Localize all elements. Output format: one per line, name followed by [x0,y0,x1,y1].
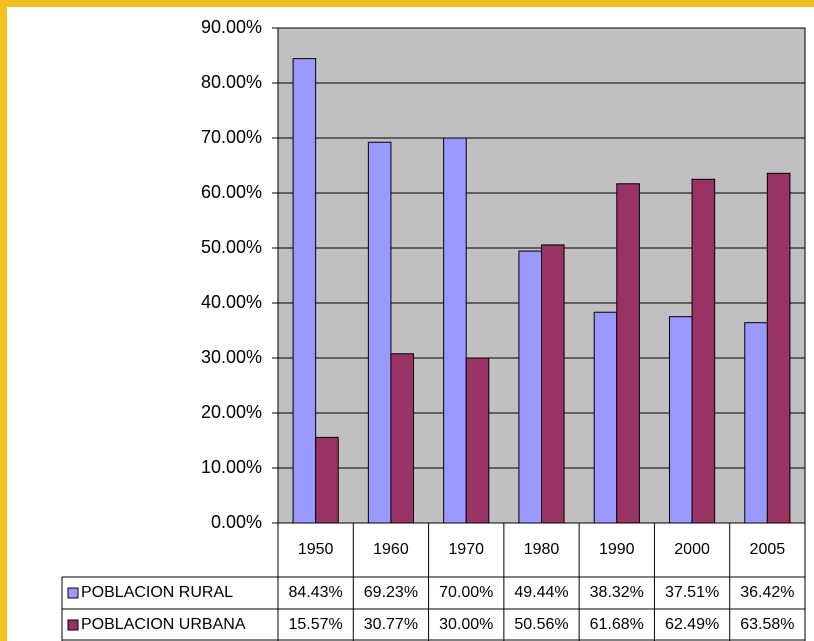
table-value: 37.51% [665,584,719,601]
legend-swatch [67,619,79,631]
y-tick-label: 60.00% [201,182,262,202]
bar [593,311,618,524]
table-value: 61.68% [590,616,644,633]
bar [465,357,490,524]
x-tick-label: 1980 [524,541,560,558]
y-tick-label: 10.00% [201,457,262,477]
table-value: 30.00% [439,616,493,633]
table-value: 62.49% [665,616,719,633]
y-tick-label: 50.00% [201,237,262,257]
bar [691,178,716,524]
bar [668,316,693,524]
table-value: 15.57% [289,616,343,633]
table-value: 36.42% [740,584,794,601]
x-tick-label: 1960 [373,541,409,558]
bar [541,244,565,524]
x-tick-label: 1990 [599,541,635,558]
frame-left [0,0,7,641]
y-tick-label: 90.00% [201,17,262,37]
y-tick-label: 30.00% [201,347,262,367]
bar [367,141,392,524]
table-value: 30.77% [364,616,418,633]
y-tick-label: 40.00% [201,292,262,312]
x-tick-label: 1970 [448,541,484,558]
frame-top [0,0,814,7]
table-value: 50.56% [514,616,568,633]
bar [766,172,791,524]
bar [315,436,339,524]
legend-swatch [67,587,79,599]
plot-border [277,27,806,524]
y-tick-label: 0.00% [211,512,262,532]
table-value: 49.44% [514,584,568,601]
table-value: 70.00% [439,584,493,601]
bar [616,183,640,524]
y-tick-label: 20.00% [201,402,262,422]
legend-label: POBLACION URBANA [81,616,246,633]
table-value: 63.58% [740,616,794,633]
y-tick-label: 80.00% [201,72,262,92]
x-tick-label: 1950 [298,541,334,558]
x-tick-label: 2000 [674,541,710,558]
table-value: 84.43% [289,584,343,601]
bar [443,137,467,524]
x-tick-label: 2005 [750,541,786,558]
legend-label: POBLACION RURAL [81,584,233,601]
table-value: 69.23% [364,584,418,601]
table-value: 38.32% [590,584,644,601]
y-tick-label: 70.00% [201,127,262,147]
bar [292,58,317,524]
bar [744,322,768,524]
bar [390,353,415,524]
bar [518,250,543,524]
